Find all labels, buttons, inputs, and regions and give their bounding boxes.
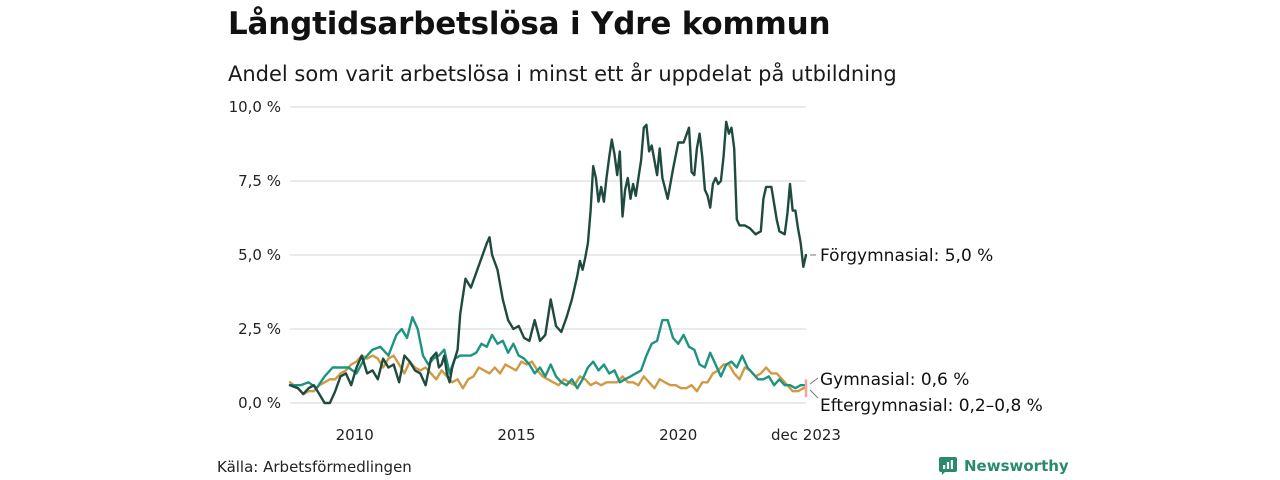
source-note: Källa: Arbetsförmedlingen [217,458,412,476]
label-leader-line [809,377,819,385]
y-tick-label: 7,5 % [238,172,281,190]
x-axis-ticks: 2010 2015 2020 dec 2023 [336,426,841,444]
brand-name: Newsworthy [964,457,1069,475]
label-leader-line [809,389,819,399]
series-end-label: Förgymnasial: 5,0 % [820,246,993,266]
x-tick-label: 2020 [659,426,697,444]
chart-title: Långtidsarbetslösa i Ydre kommun [228,6,831,42]
series-line-eftergymnasial [288,354,808,396]
series-end-labels: Förgymnasial: 5,0 % Gymnasial: 0,6 % Efter… [809,246,1043,416]
chart-subtitle: Andel som varit arbetslösa i minst ett å… [228,62,897,86]
x-tick-label: 2015 [497,426,535,444]
y-tick-label: 2,5 % [238,320,281,338]
series-lines [288,120,808,405]
series-end-label: Gymnasial: 0,6 % [820,370,969,390]
newsworthy-logo-icon [939,457,957,475]
y-axis-ticks: 0,0 % 2,5 % 5,0 % 7,5 % 10,0 % [229,98,281,412]
y-tick-label: 5,0 % [238,246,281,264]
series-end-label: Eftergymnasial: 0,2–0,8 % [820,396,1043,416]
x-tick-label: dec 2023 [771,426,841,444]
y-tick-label: 10,0 % [229,98,281,116]
series-line-förgymnasial [288,120,808,405]
brand-logo: Newsworthy [938,456,1069,476]
y-tick-label: 0,0 % [238,394,281,412]
series-line-gymnasial [288,316,808,390]
x-tick-label: 2010 [336,426,374,444]
